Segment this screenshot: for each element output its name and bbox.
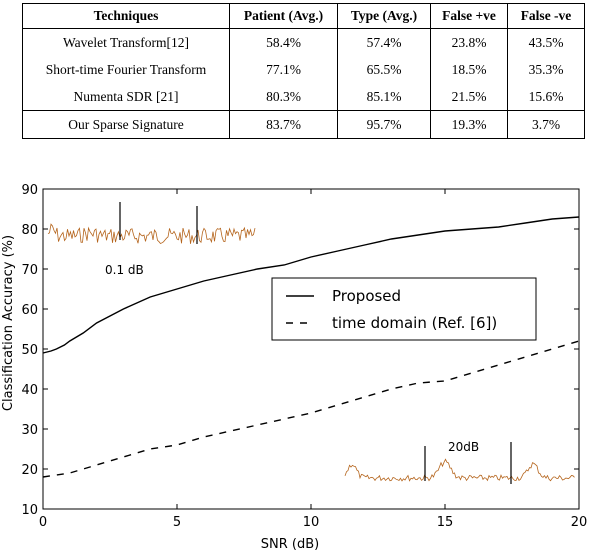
y-tick-label: 90 (21, 183, 38, 198)
table-cell: 43.5% (507, 28, 585, 56)
table-cell: 19.3% (430, 110, 508, 139)
table-cell: 23.8% (430, 28, 508, 56)
table-cell: 77.1% (229, 56, 338, 83)
table-cell: 21.5% (430, 83, 508, 111)
y-tick-label: 10 (21, 503, 38, 518)
table-cell: 58.4% (229, 28, 338, 56)
table-row: Short-time Fourier Transform 77.1% 65.5%… (22, 56, 585, 83)
legend-label-proposed: Proposed (332, 287, 401, 305)
table-row: Our Sparse Signature 83.7% 95.7% 19.3% 3… (22, 110, 585, 139)
table-cell: 83.7% (229, 110, 338, 139)
header-false-positive: False +ve (430, 3, 508, 29)
series-line-proposed (42, 216, 580, 354)
x-tick-label: 20 (571, 515, 588, 530)
signal-insets (47, 202, 575, 484)
accuracy-chart: 0 5 10 15 20 10 20 30 40 50 60 70 80 90 Proposed time… (1, 183, 587, 550)
x-axis-label: SNR (dB) (261, 537, 319, 550)
plot-border (42, 188, 580, 510)
table-row: Numenta SDR [21] 80.3% 85.1% 21.5% 15.6% (22, 83, 585, 111)
inset-signal-high-snr (344, 458, 575, 482)
legend: Proposed time domain (Ref. [6]) (271, 277, 537, 341)
y-tick-label: 50 (21, 343, 38, 358)
header-techniques: Techniques (22, 3, 230, 29)
table-cell: 3.7% (507, 110, 585, 139)
annotation-low-snr: 0.1 dB (105, 263, 144, 277)
plot-frame (42, 188, 580, 510)
results-table: Techniques Patient (Avg.) Type (Avg.) Fa… (22, 3, 585, 139)
table-cell: 80.3% (229, 83, 338, 111)
table-cell: Our Sparse Signature (22, 110, 230, 139)
legend-label-time-domain: time domain (Ref. [6]) (332, 314, 497, 332)
x-tick-label: 15 (437, 515, 454, 530)
table-cell: 65.5% (337, 56, 431, 83)
y-tick-label: 80 (21, 223, 38, 238)
x-tick-label: 5 (173, 515, 181, 530)
y-axis-label: Classification Accuracy (%) (1, 235, 16, 411)
y-tick-label: 20 (21, 463, 38, 478)
y-tick-label: 60 (21, 303, 38, 318)
table-cell: 18.5% (430, 56, 508, 83)
y-tick-label: 40 (21, 383, 38, 398)
y-tick-label: 30 (21, 423, 38, 438)
table-cell: Numenta SDR [21] (22, 83, 230, 111)
table-row: Wavelet Transform[12] 58.4% 57.4% 23.8% … (22, 28, 585, 56)
annotation-high-snr: 20dB (448, 440, 479, 454)
legend-box (271, 277, 537, 341)
table-cell: 95.7% (337, 110, 431, 139)
x-tick-label: 10 (303, 515, 320, 530)
series-line-time-domain (42, 340, 580, 478)
table-cell: Short-time Fourier Transform (22, 56, 230, 83)
header-type-avg: Type (Avg.) (337, 3, 431, 29)
axis-ticks: 0 5 10 15 20 10 20 30 40 50 60 70 80 90 (21, 183, 587, 530)
x-tick-label: 0 (39, 515, 47, 530)
table-header-row: Techniques Patient (Avg.) Type (Avg.) Fa… (22, 3, 585, 29)
inset-signal-low-snr (47, 223, 256, 244)
table-cell: 35.3% (507, 56, 585, 83)
series-layer (42, 216, 580, 478)
table-cell: 85.1% (337, 83, 431, 111)
header-patient-avg: Patient (Avg.) (229, 3, 338, 29)
table-cell: Wavelet Transform[12] (22, 28, 230, 56)
table-cell: 15.6% (507, 83, 585, 111)
table-cell: 57.4% (337, 28, 431, 56)
y-tick-label: 70 (21, 263, 38, 278)
header-false-negative: False -ve (507, 3, 585, 29)
